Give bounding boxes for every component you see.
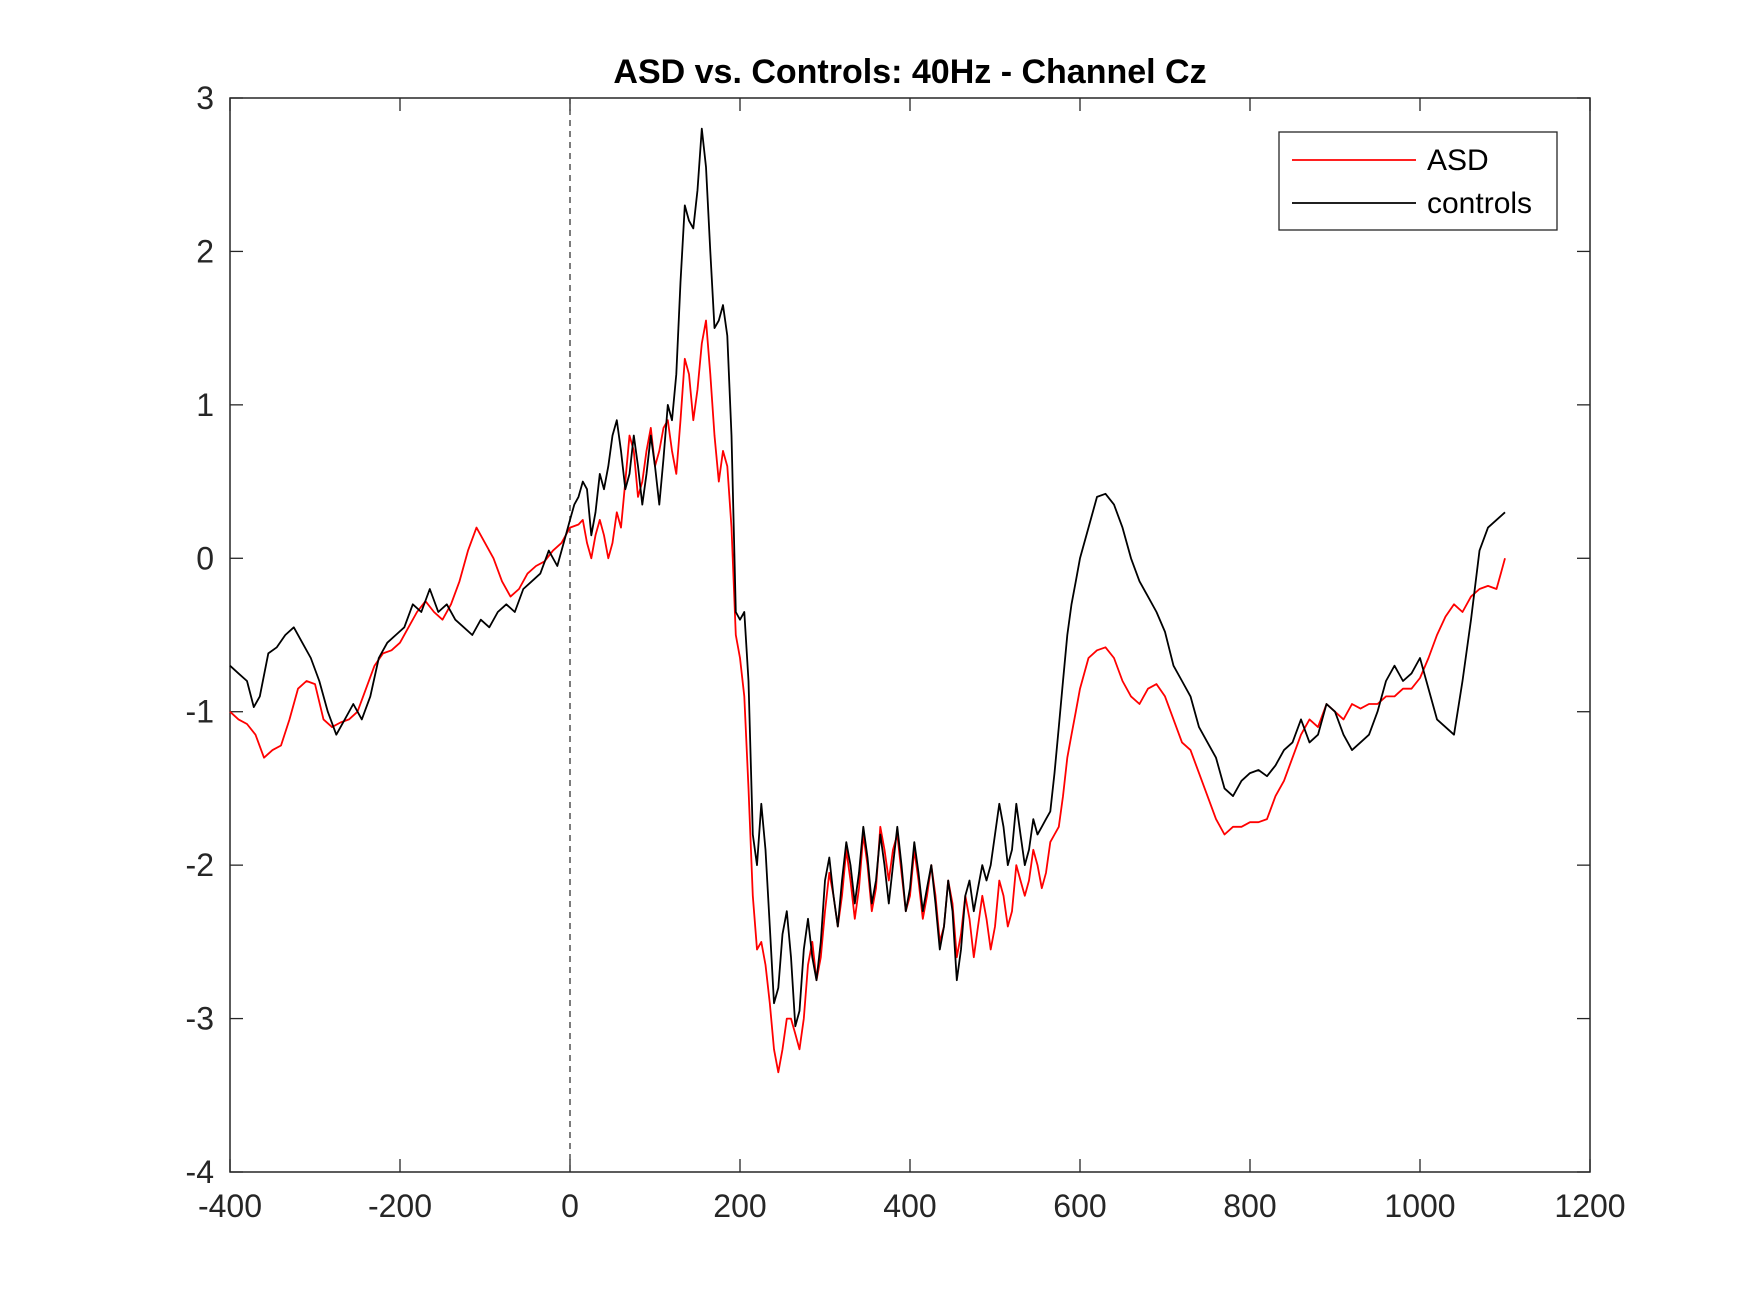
y-tick-label: 1	[196, 387, 214, 423]
x-tick-label: 400	[883, 1188, 936, 1224]
y-tick-label: 2	[196, 233, 214, 269]
plot-axes: -400 -200 0 200 400 600 800 1000 1200 -4 -3 -2 -1 0 1 2…	[186, 80, 1626, 1224]
y-tick-label: 3	[196, 80, 214, 116]
y-tick-label: -4	[186, 1154, 214, 1190]
plot-series	[229, 127, 1506, 1074]
series-line-asd	[229, 319, 1506, 1074]
x-tick-label: 800	[1223, 1188, 1276, 1224]
y-tick-label: -1	[186, 694, 214, 730]
y-tick-label: 0	[196, 540, 214, 576]
chart-title: ASD vs. Controls: 40Hz - Channel Cz	[613, 53, 1206, 91]
y-tick-label: -2	[186, 847, 214, 883]
x-tick-label: -400	[198, 1188, 262, 1224]
legend-box	[1278, 131, 1558, 231]
x-tick-label: 1200	[1554, 1188, 1625, 1224]
y-tick-label: -3	[186, 1001, 214, 1037]
chart-legend: ASD controls	[1278, 131, 1558, 231]
x-tick-label: 1000	[1384, 1188, 1455, 1224]
x-tick-label: 200	[713, 1188, 766, 1224]
legend-label: controls	[1427, 187, 1532, 220]
x-tick-label: 0	[561, 1188, 579, 1224]
series-line-controls	[229, 127, 1506, 1028]
x-tick-label: -200	[368, 1188, 432, 1224]
x-tick-label: 600	[1053, 1188, 1106, 1224]
legend-label: ASD	[1427, 144, 1489, 177]
